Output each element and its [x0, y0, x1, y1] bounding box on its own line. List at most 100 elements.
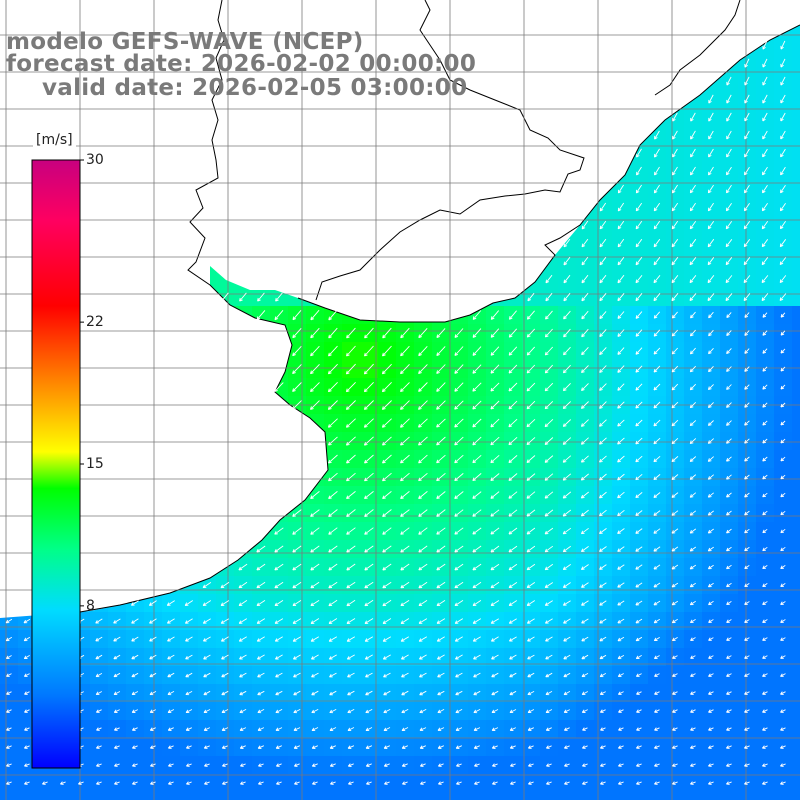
wind-arrow	[347, 654, 355, 660]
wind-arrow	[762, 492, 768, 498]
wind-arrow-head	[653, 261, 656, 265]
wind-arrow	[436, 328, 446, 338]
wind-arrow-head	[671, 386, 674, 391]
wind-arrow	[671, 401, 679, 409]
wind-arrow	[653, 293, 661, 301]
wind-arrow-head	[346, 459, 349, 464]
wind-arrow-head	[474, 781, 477, 785]
wind-arrow	[276, 745, 282, 749]
wind-arrow	[472, 545, 482, 553]
wind-arrow-head	[599, 353, 603, 356]
wind-arrow-head	[708, 350, 710, 354]
wind-arrow-head	[274, 531, 277, 535]
wind-arrow-head	[437, 727, 441, 731]
wind-arrow-head	[744, 709, 747, 713]
wind-arrow-head	[436, 459, 439, 463]
wind-arrow	[472, 618, 482, 624]
wind-arrow-head	[168, 745, 171, 749]
wind-arrow-head	[472, 371, 477, 374]
wind-arrow-head	[222, 781, 225, 785]
wind-arrow	[744, 112, 750, 122]
wind-arrow-head	[653, 440, 656, 444]
wind-arrow	[726, 727, 732, 731]
wind-arrow	[780, 348, 786, 354]
wind-arrow-head	[690, 655, 693, 659]
wind-arrow-head	[473, 317, 477, 320]
wind-arrow	[744, 202, 750, 212]
wind-arrow-head	[708, 709, 711, 713]
wind-arrow	[346, 636, 356, 642]
wind-arrow	[708, 311, 714, 319]
wind-arrow-head	[762, 727, 765, 731]
wind-arrow	[708, 347, 714, 355]
wind-arrow	[274, 618, 284, 624]
wind-arrow-head	[6, 781, 9, 785]
wind-arrow	[636, 166, 642, 176]
wind-arrow-head	[150, 763, 153, 767]
wind-arrow-head	[762, 709, 765, 713]
wind-arrow-head	[132, 727, 135, 731]
wind-arrow-head	[113, 620, 116, 624]
wind-arrow	[725, 275, 733, 283]
wind-arrow	[708, 166, 714, 176]
wind-arrow-head	[418, 334, 420, 338]
wind-arrow-head	[203, 638, 206, 642]
wind-arrow	[132, 727, 138, 731]
wind-arrow-head	[401, 745, 405, 749]
wind-arrow	[472, 310, 482, 320]
wind-arrow-head	[744, 244, 748, 248]
wind-arrow	[509, 636, 517, 642]
wind-arrow-head	[472, 316, 475, 320]
wind-arrow-head	[761, 279, 764, 283]
wind-arrow-head	[599, 566, 602, 570]
wind-arrow	[671, 329, 679, 337]
wind-arrow	[490, 600, 500, 606]
wind-arrow-head	[762, 475, 765, 480]
wind-arrow	[563, 545, 571, 553]
wind-arrow-head	[617, 440, 620, 445]
wind-arrow-head	[725, 280, 730, 284]
wind-arrow	[366, 763, 372, 767]
wind-arrow	[419, 654, 427, 660]
wind-arrow-head	[544, 512, 547, 517]
wind-arrow	[490, 563, 500, 571]
wind-arrow-head	[689, 547, 693, 552]
wind-arrow-head	[689, 530, 692, 534]
wind-arrow	[526, 600, 536, 606]
wind-arrow-head	[473, 745, 477, 749]
wind-arrow-head	[582, 727, 585, 731]
wind-arrow	[635, 455, 643, 463]
wind-arrow	[653, 455, 661, 463]
wind-arrow-head	[599, 407, 603, 409]
wind-arrow-head	[508, 352, 511, 356]
wind-arrow	[653, 546, 661, 552]
wind-arrow-head	[599, 691, 603, 695]
wind-arrow-head	[635, 442, 639, 445]
wind-arrow	[545, 310, 553, 320]
wind-arrow-head	[726, 547, 729, 551]
wind-arrow-head	[654, 727, 657, 731]
wind-arrow	[292, 581, 302, 589]
wind-arrow-head	[653, 494, 656, 498]
wind-arrow-head	[490, 352, 493, 356]
wind-arrow	[690, 311, 696, 319]
wind-arrow-head	[473, 673, 476, 678]
wind-arrow-head	[563, 709, 567, 713]
wind-arrow-head	[618, 745, 621, 749]
wind-arrow-head	[382, 408, 386, 410]
wind-arrow	[779, 257, 787, 265]
wind-arrow	[762, 402, 768, 408]
wind-arrow	[618, 691, 624, 695]
wind-arrow-head	[744, 655, 747, 659]
wind-arrow-head	[690, 763, 693, 767]
wind-arrow-head	[618, 781, 621, 785]
wind-arrow	[364, 418, 374, 428]
wind-arrow	[636, 673, 642, 677]
wind-arrow-head	[275, 745, 279, 749]
wind-arrow	[346, 618, 356, 624]
wind-arrow-head	[310, 316, 312, 320]
wind-arrow	[581, 564, 589, 570]
wind-arrow	[726, 348, 732, 354]
wind-arrow	[401, 727, 409, 731]
wind-arrow-head	[382, 443, 386, 446]
